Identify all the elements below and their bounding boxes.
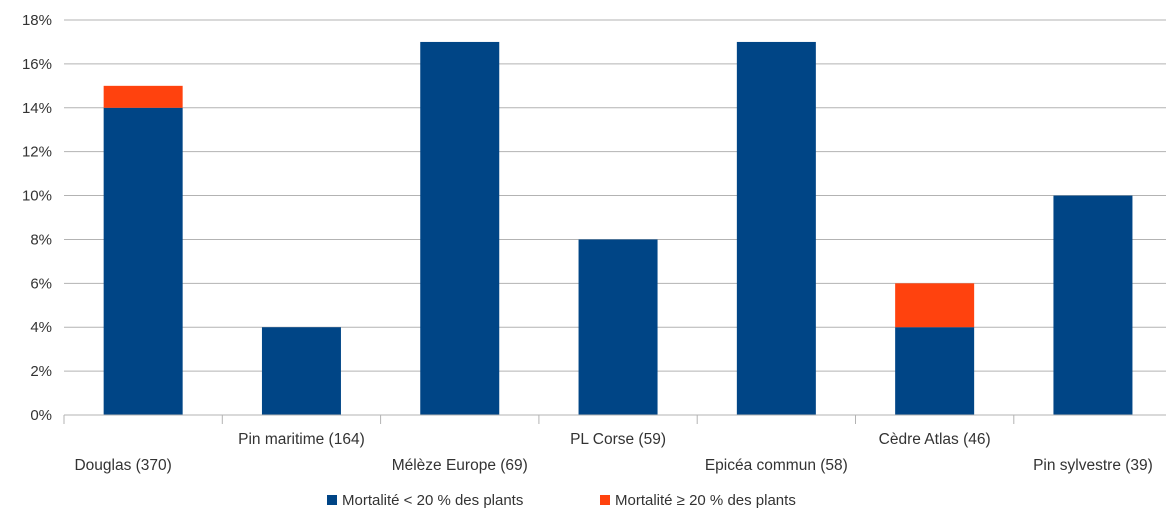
bar-segment-low [736, 41, 816, 415]
y-tick-label: 10% [22, 188, 52, 205]
bar-segment-high [895, 283, 975, 328]
legend-label: Mortalité < 20 % des plants [342, 492, 523, 509]
y-tick-label: 12% [22, 144, 52, 161]
x-tick-label: Douglas (370) [74, 457, 171, 474]
legend-swatch [600, 495, 610, 505]
x-tick-label: PL Corse (59) [570, 431, 666, 448]
x-tick-label: Cèdre Atlas (46) [879, 431, 991, 448]
bar-segment-low [103, 107, 183, 416]
bars [103, 41, 1133, 416]
x-axis [63, 414, 1166, 424]
bar-segment-low [1053, 195, 1133, 415]
y-tick-label: 14% [22, 100, 52, 117]
bar-segment-low [895, 327, 975, 415]
legend-label: Mortalité ≥ 20 % des plants [615, 492, 796, 509]
bar-segment-low [420, 41, 500, 415]
y-tick-label: 2% [30, 363, 52, 380]
bar-segment-high [103, 85, 183, 108]
y-axis-tick-labels: 0% 2% 4% 6% 8% 10% 12% 14% 16% 18% [22, 12, 52, 424]
y-tick-label: 18% [22, 12, 52, 29]
y-tick-label: 4% [30, 319, 52, 336]
legend-swatch [327, 495, 337, 505]
x-tick-label: Pin maritime (164) [238, 431, 365, 448]
y-tick-label: 0% [30, 407, 52, 424]
y-tick-label: 16% [22, 56, 52, 73]
x-tick-label: Epicéa commun (58) [705, 457, 848, 474]
x-tick-label: Pin sylvestre (39) [1033, 457, 1153, 474]
bar-segment-low [261, 327, 341, 415]
bar-segment-low [578, 239, 658, 415]
x-axis-tick-labels: Douglas (370) Pin maritime (164) Mélèze Eu… [74, 431, 1152, 474]
x-tick-label: Mélèze Europe (69) [392, 457, 528, 474]
legend: Mortalité < 20 % des plants Mortalité ≥ 2… [327, 492, 796, 509]
y-tick-label: 6% [30, 275, 52, 292]
y-tick-label: 8% [30, 231, 52, 248]
